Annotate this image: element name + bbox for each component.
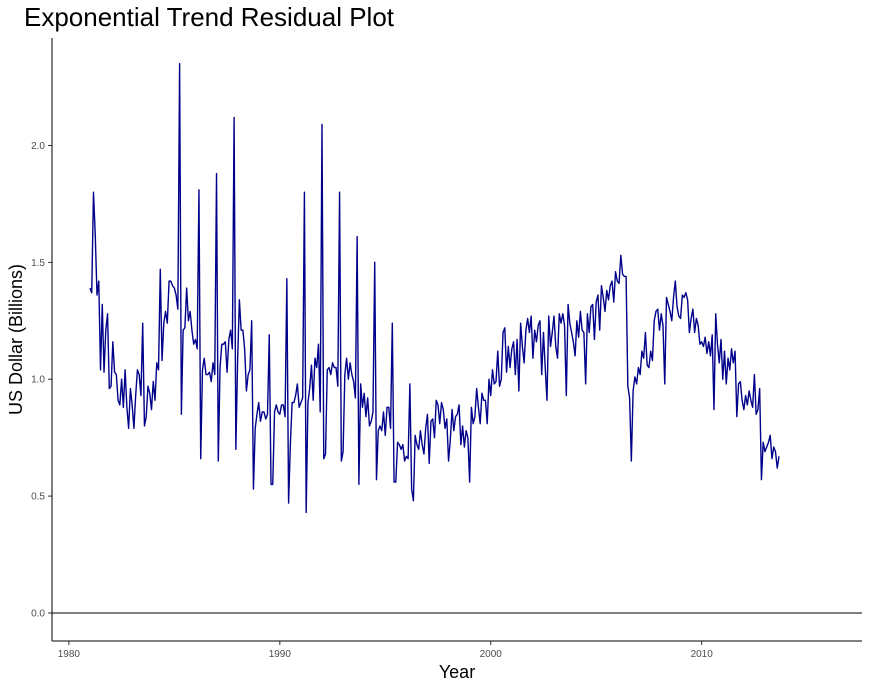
y-tick-label: 1.0 [31,375,45,386]
y-tick-label: 1.5 [31,258,45,269]
y-tick-label: 2.0 [31,141,45,152]
x-tick-label: 1990 [269,649,292,660]
x-axis-ticks: 1980 1990 2000 2010 [58,641,713,660]
x-tick-label: 1980 [58,649,81,660]
y-tick-label: 0.5 [31,492,45,503]
chart-title: Exponential Trend Residual Plot [24,2,395,32]
y-tick-label: 0.0 [31,608,45,619]
y-axis-ticks: 0.0 0.5 1.0 1.5 2.0 [31,141,52,619]
x-axis-title: Year [439,662,475,682]
x-tick-label: 2000 [480,649,503,660]
x-tick-label: 2010 [691,649,714,660]
y-axis-title: US Dollar (Billions) [6,264,26,415]
series-line [89,63,780,514]
